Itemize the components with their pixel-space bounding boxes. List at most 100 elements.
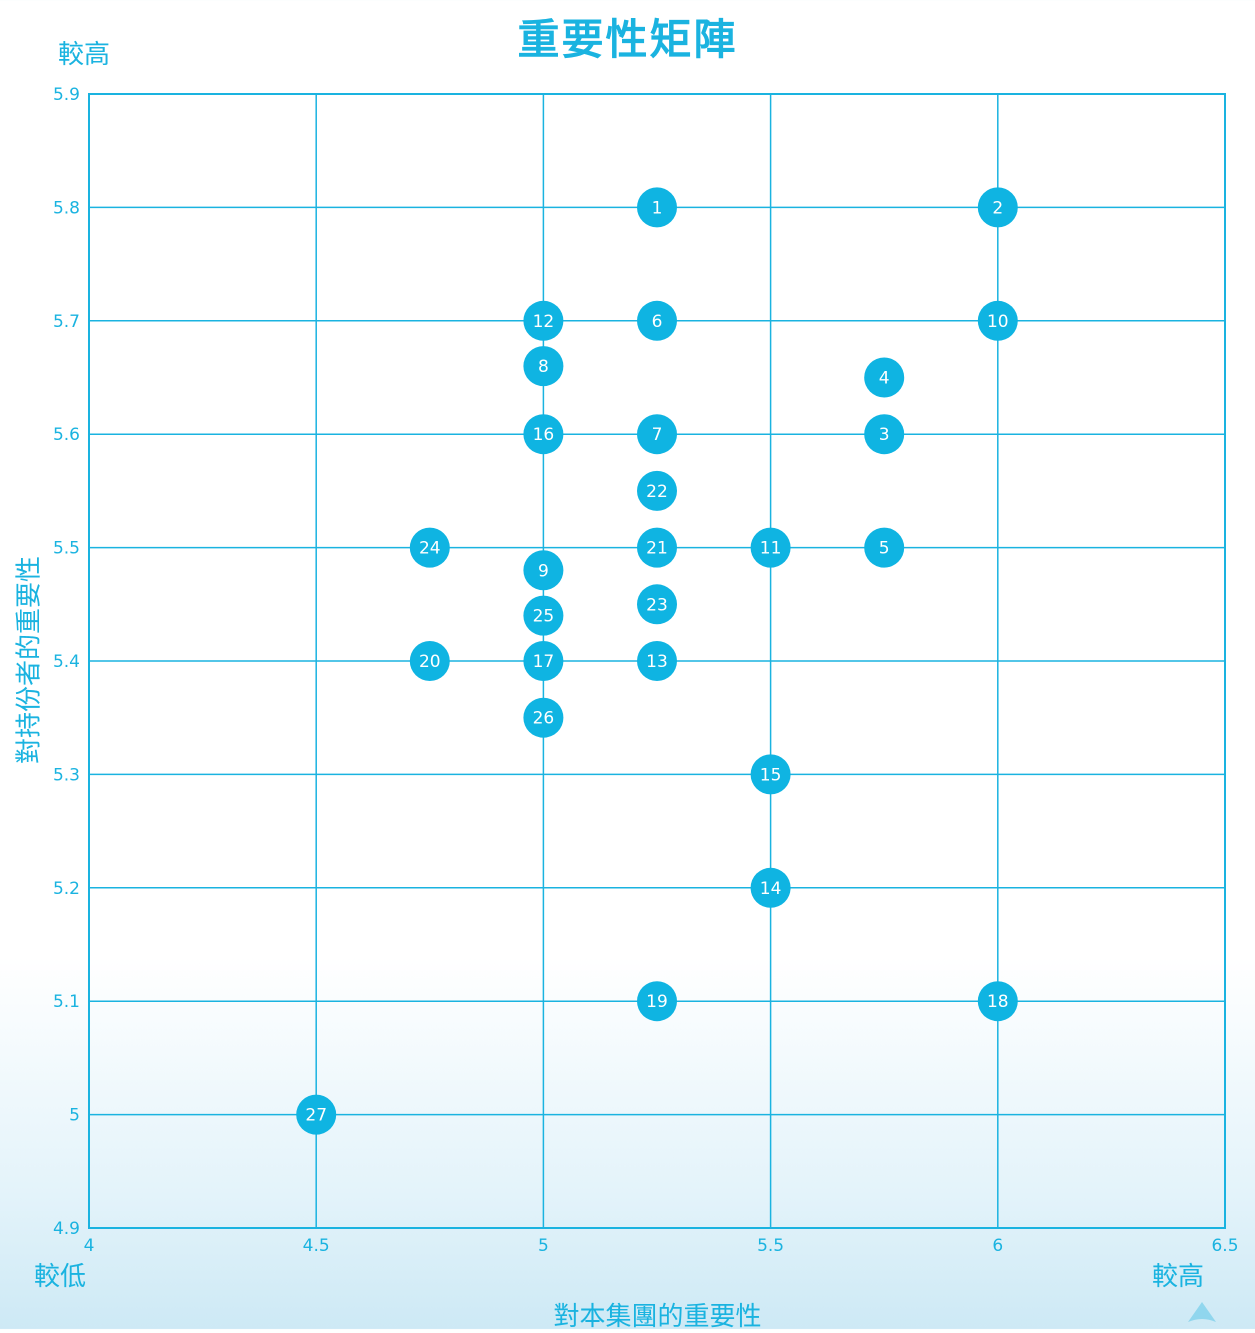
data-point-marker [637, 187, 677, 228]
data-point-27: 27 [296, 1094, 337, 1135]
data-point-label: 23 [646, 595, 668, 615]
data-point-label: 1 [652, 198, 663, 218]
data-point-label: 19 [646, 992, 668, 1012]
y-tick-label: 4.9 [53, 1219, 80, 1239]
y-tick-label: 5.8 [53, 198, 80, 218]
data-point-marker [637, 527, 677, 568]
data-point-20: 20 [409, 641, 450, 681]
data-point-marker [637, 300, 677, 341]
data-point-label: 25 [533, 607, 555, 627]
data-point-3: 3 [864, 414, 905, 455]
data-point-marker [523, 641, 564, 681]
data-point-18: 18 [977, 981, 1018, 1022]
data-point-9: 9 [523, 550, 564, 591]
data-point-marker [409, 527, 450, 568]
data-point-marker [637, 470, 677, 511]
data-point-7: 7 [637, 414, 677, 455]
data-point-marker [523, 300, 564, 341]
data-point-label: 16 [533, 425, 555, 445]
data-point-label: 17 [533, 652, 555, 672]
data-point-12: 12 [523, 300, 564, 341]
data-point-5: 5 [864, 527, 905, 568]
data-point-1: 1 [637, 187, 677, 228]
data-point-label: 7 [652, 425, 663, 445]
x-tick-labels: 4 4.5 5 5.5 6 6.5 [84, 1236, 1239, 1256]
y-tick-label: 5.4 [53, 652, 80, 672]
plot-frame [88, 93, 1226, 1229]
data-point-16: 16 [523, 414, 564, 455]
x-axis-low-label: 較低 [34, 1262, 87, 1292]
data-point-marker [750, 867, 791, 908]
data-point-24: 24 [409, 527, 450, 568]
data-point-label: 9 [538, 561, 549, 581]
data-point-label: 26 [533, 709, 555, 729]
data-point-marker [637, 584, 677, 625]
x-tick-label: 5 [538, 1236, 549, 1256]
data-point-label: 8 [538, 357, 549, 377]
data-point-marker [523, 346, 564, 387]
data-point-17: 17 [523, 641, 564, 681]
data-point-marker [864, 527, 905, 568]
data-point-label: 10 [987, 312, 1009, 332]
data-point-label: 18 [987, 992, 1009, 1012]
data-point-10: 10 [977, 300, 1018, 341]
data-point-marker [409, 641, 450, 681]
data-point-label: 15 [760, 765, 782, 785]
data-point-26: 26 [523, 697, 564, 738]
data-point-label: 5 [879, 539, 890, 559]
data-point-label: 21 [646, 539, 668, 559]
y-tick-label: 5.1 [53, 992, 80, 1012]
data-point-21: 21 [637, 527, 677, 568]
x-axis-label: 對本集團的重要性 [553, 1302, 762, 1332]
data-point-label: 11 [760, 539, 782, 559]
data-point-marker [637, 981, 677, 1022]
data-point-marker [864, 414, 905, 455]
data-point-label: 2 [992, 198, 1003, 218]
x-tick-label: 6 [992, 1236, 1003, 1256]
y-tick-label: 5.7 [53, 312, 80, 332]
data-point-23: 23 [637, 584, 677, 625]
x-tick-label: 6.5 [1211, 1236, 1238, 1256]
data-point-4: 4 [864, 357, 905, 398]
data-point-2: 2 [977, 187, 1018, 228]
x-tick-label: 4 [84, 1236, 95, 1256]
data-point-label: 24 [419, 539, 441, 559]
data-point-marker [750, 527, 791, 568]
data-point-25: 25 [523, 595, 564, 636]
data-point-label: 3 [879, 425, 890, 445]
y-tick-label: 5 [69, 1106, 80, 1126]
y-tick-label: 5.5 [53, 539, 80, 559]
data-point-14: 14 [750, 867, 791, 908]
data-point-label: 12 [533, 312, 555, 332]
data-point-marker [977, 300, 1018, 341]
data-point-marker [523, 595, 564, 636]
data-points: 1 234567891011121314151617181920212223242… [296, 187, 1018, 1135]
data-point-marker [864, 357, 905, 398]
data-point-marker [523, 414, 564, 455]
data-point-label: 22 [646, 482, 668, 502]
data-point-label: 4 [879, 369, 890, 389]
data-point-label: 14 [760, 879, 782, 899]
y-tick-label: 5.6 [53, 425, 80, 445]
data-point-marker [977, 187, 1018, 228]
data-point-marker [296, 1094, 337, 1135]
data-point-marker [750, 754, 791, 795]
data-point-label: 6 [652, 312, 663, 332]
x-tick-label: 5.5 [757, 1236, 784, 1256]
y-tick-label: 5.9 [53, 85, 80, 105]
data-point-6: 6 [637, 300, 677, 341]
data-point-22: 22 [637, 470, 677, 511]
x-axis-high-label: 較高 [1152, 1262, 1205, 1292]
data-point-marker [523, 697, 564, 738]
data-point-label: 27 [305, 1106, 327, 1126]
y-tick-labels: 4.9 5 5.1 5.2 5.3 5.4 5.5 5.6 5.7 5.8 5.9 [53, 85, 80, 1239]
data-point-19: 19 [637, 981, 677, 1022]
data-point-13: 13 [637, 641, 677, 681]
y-axis-high-label: 較高 [58, 40, 111, 70]
data-point-11: 11 [750, 527, 791, 568]
data-point-marker [637, 414, 677, 455]
y-tick-label: 5.3 [53, 765, 80, 785]
data-point-15: 15 [750, 754, 791, 795]
data-point-label: 13 [646, 652, 668, 672]
